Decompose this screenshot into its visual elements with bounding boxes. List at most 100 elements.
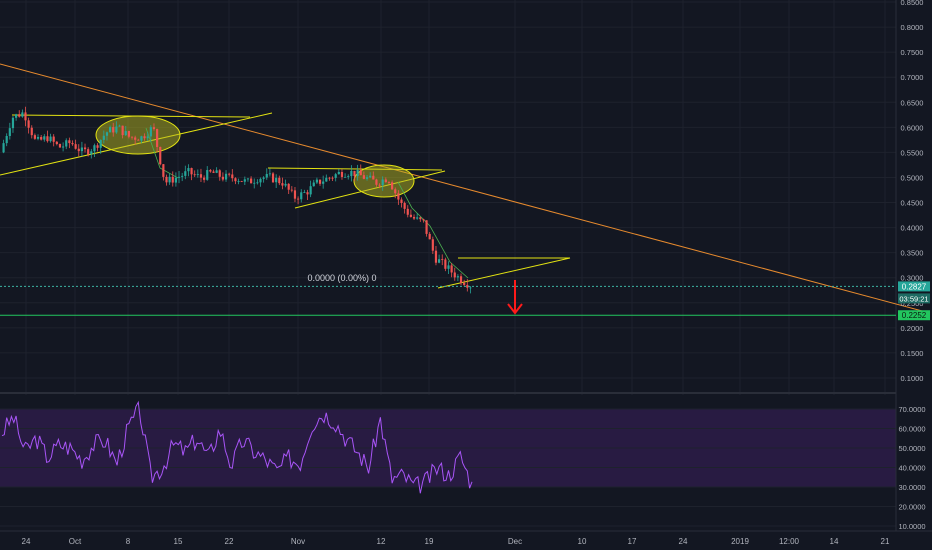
candle-body [365, 177, 369, 179]
price-tick-label: 0.7000 [901, 73, 924, 82]
candle-body [284, 183, 287, 186]
candle-body [400, 199, 403, 203]
candle-body [387, 182, 391, 183]
candle-body [246, 178, 250, 180]
candle-body [2, 143, 5, 153]
candle-body [77, 148, 80, 152]
candle-body [403, 202, 406, 209]
candle-body [312, 182, 315, 187]
candle-body [422, 219, 425, 221]
time-tick-label: 10 [578, 537, 587, 546]
countdown-badge: 03:59:21 [898, 293, 930, 304]
candle-body [187, 168, 190, 172]
candle-body [46, 136, 49, 142]
candle-body [49, 136, 52, 142]
candle-body [466, 284, 469, 288]
rsi-tick-label: 60.0000 [898, 425, 925, 434]
price-tick-label: 0.6000 [901, 123, 924, 132]
candle-body [87, 149, 90, 155]
candle-body [5, 135, 8, 144]
candle-body [99, 139, 102, 148]
candle-body [177, 176, 181, 178]
candle-body [93, 145, 96, 152]
highlight-ellipse-1[interactable] [95, 115, 181, 155]
price-tick-label: 0.2000 [901, 324, 924, 333]
candle-body [381, 179, 384, 186]
candle-body [322, 181, 325, 184]
candle-body [412, 216, 416, 219]
price-tick-label: 0.3000 [901, 274, 924, 283]
candle-body [30, 127, 33, 136]
candle-body [15, 114, 18, 118]
candle-body [143, 136, 146, 139]
candle-body [65, 140, 68, 147]
candle-body [43, 136, 46, 140]
candle-body [174, 177, 177, 183]
candle-body [297, 198, 300, 200]
candle-body [168, 176, 171, 183]
candle-body [438, 259, 441, 263]
candle-body [237, 181, 240, 182]
candle-body [156, 129, 159, 147]
candle-body [193, 174, 196, 176]
time-tick-label: 24 [22, 537, 31, 546]
candle-body [406, 208, 409, 215]
time-tick-label: 19 [425, 537, 434, 546]
time-tick-label: 17 [628, 537, 637, 546]
candle-body [303, 192, 306, 193]
guide-line-2 [397, 181, 469, 279]
candle-body [212, 171, 215, 173]
last-price-badge: 0.2827 [898, 281, 930, 292]
price-pane[interactable] [0, 0, 896, 392]
candle-body [224, 173, 228, 180]
candle-body [278, 177, 281, 184]
time-tick-label: 8 [126, 537, 131, 546]
candle-body [340, 172, 344, 177]
rsi-tick-label: 40.0000 [898, 464, 925, 473]
candle-body [18, 114, 21, 117]
candle-body [206, 170, 209, 180]
rsi-tick-label: 30.0000 [898, 483, 925, 492]
candle-body [469, 287, 472, 289]
price-tick-label: 0.6500 [901, 98, 924, 107]
candle-body [453, 272, 456, 278]
time-tick-label: 15 [174, 537, 183, 546]
highlight-ellipse-2[interactable] [353, 164, 415, 198]
candle-body [447, 265, 450, 269]
descending-trendline[interactable] [0, 63, 927, 313]
rsi-tick-label: 70.0000 [898, 405, 925, 414]
candle-body [58, 144, 62, 148]
candle-body [118, 125, 121, 127]
candle-body [162, 164, 165, 177]
candle-body [146, 136, 149, 139]
candle-body [21, 112, 24, 117]
candle-body [265, 173, 268, 178]
candle-body [250, 178, 253, 184]
time-tick-label: 21 [881, 537, 890, 546]
candle-body [425, 220, 428, 234]
triangle-2-upper-line[interactable] [267, 167, 443, 171]
candle-body [359, 169, 362, 176]
candle-body [184, 171, 187, 176]
candle-body [328, 177, 331, 179]
candle-body [375, 179, 378, 185]
rsi-series-line [1, 400, 473, 494]
triangle-3-lower-line[interactable] [437, 257, 571, 289]
candle-body [96, 145, 99, 148]
candle-body [240, 181, 243, 182]
candle-body [397, 193, 400, 200]
candle-body [203, 177, 206, 180]
target-arrow[interactable] [507, 280, 523, 315]
candle-body [253, 182, 256, 184]
candle-body [384, 179, 387, 183]
time-tick-label: 2019 [731, 537, 749, 546]
candle-body [444, 259, 447, 269]
rsi-tick-label: 50.0000 [898, 444, 925, 453]
candle-body [262, 177, 265, 179]
candles-group [2, 106, 472, 294]
candle-body [159, 146, 162, 165]
candle-body [391, 182, 394, 190]
candle-body [74, 144, 77, 149]
candle-body [218, 170, 221, 177]
